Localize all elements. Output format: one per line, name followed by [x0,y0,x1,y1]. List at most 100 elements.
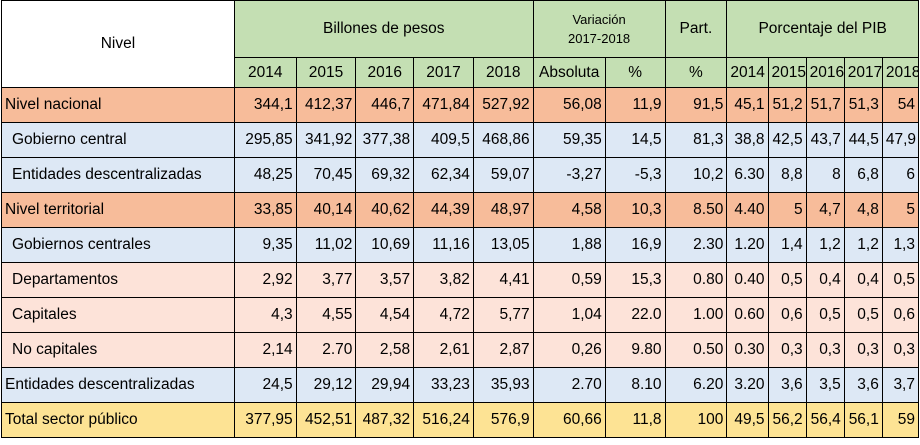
value-cell: 4,41 [472,262,534,298]
row-label: Nivel territorial [1,192,235,228]
year-header: 2018 [472,57,534,88]
variation-abs-cell: 60,66 [532,402,606,438]
header-pib: Porcentaje del PIB [726,0,919,58]
value-cell: 48,97 [472,192,534,228]
variation-pct-cell: 11,9 [604,87,666,123]
pib-cell: 56,1 [843,402,883,438]
value-cell: 377,95 [233,402,297,438]
variation-pct-cell: 8.10 [604,367,666,403]
pib-cell: 1,2 [843,227,883,263]
participation-cell: 81,3 [664,122,728,158]
value-cell: 40,62 [355,192,415,228]
pib-cell: 3,7 [881,367,920,403]
year-header: 2016 [355,57,415,88]
pib-cell: 56,2 [767,402,807,438]
variation-pct-cell: 14,5 [604,122,666,158]
pib-year-header: 2015 [767,57,807,88]
pib-cell: 0,5 [881,262,920,298]
pib-cell: 0.30 [726,332,769,368]
pib-cell: 51,3 [843,87,883,123]
pib-cell: 3,6 [843,367,883,403]
variation-pct-cell: 9.80 [604,332,666,368]
row-label: Capitales [1,297,235,333]
pib-cell: 0,3 [767,332,807,368]
value-cell: 2,87 [472,332,534,368]
participation-cell: 0.50 [664,332,728,368]
header-variacion-title: Variación [572,12,626,27]
variation-abs-cell: 59,35 [532,122,606,158]
value-cell: 4,3 [233,297,297,333]
pib-cell: 1,4 [767,227,807,263]
value-cell: 48,25 [233,157,297,193]
header-part: Part. [664,0,728,58]
value-cell: 446,7 [355,87,415,123]
value-cell: 2.70 [295,332,357,368]
pib-cell: 6,8 [843,157,883,193]
value-cell: 516,24 [413,402,474,438]
value-cell: 35,93 [472,367,534,403]
table-row: Total sector público 377,95 452,51 487,32 51… [1,402,920,438]
variation-abs-cell: -3,27 [532,157,606,193]
value-cell: 9,35 [233,227,297,263]
value-cell: 487,32 [355,402,415,438]
value-cell: 24,5 [233,367,297,403]
pib-cell: 5 [881,192,920,228]
table-row: Nivel nacional 344,1 412,37 446,7 471,84 527,… [1,87,920,123]
pib-cell: 4,8 [843,192,883,228]
header-billones: Billones de pesos [233,0,534,58]
pib-cell: 0.40 [726,262,769,298]
pib-cell: 0,3 [881,332,920,368]
variation-abs-cell: 4,58 [532,192,606,228]
value-cell: 2,14 [233,332,297,368]
row-label: Nivel nacional [1,87,235,123]
pib-cell: 51,7 [805,87,845,123]
pib-cell: 38,8 [726,122,769,158]
value-cell: 33,85 [233,192,297,228]
pib-cell: 0,6 [881,297,920,333]
row-label: Total sector público [1,402,235,438]
table-row: Nivel territorial 33,85 40,14 40,62 44,39 48,… [1,192,920,228]
variation-abs-cell: 1,04 [532,297,606,333]
value-cell: 5,77 [472,297,534,333]
pib-cell: 0,5 [767,262,807,298]
pib-cell: 3,6 [767,367,807,403]
row-label: Gobierno central [1,122,235,158]
value-cell: 341,92 [295,122,357,158]
pib-cell: 5 [767,192,807,228]
value-cell: 69,32 [355,157,415,193]
participation-cell: 2.30 [664,227,728,263]
variation-pct-cell: 16,9 [604,227,666,263]
pib-cell: 47,9 [881,122,920,158]
pib-cell: 8,8 [767,157,807,193]
value-cell: 2,61 [413,332,474,368]
participation-cell: 91,5 [664,87,728,123]
value-cell: 468,86 [472,122,534,158]
row-label: Gobiernos centrales [1,227,235,263]
absoluta-header: Absoluta [532,57,606,88]
variation-abs-cell: 0,26 [532,332,606,368]
pib-cell: 6.30 [726,157,769,193]
pib-year-header: 2017 [843,57,883,88]
value-cell: 4,55 [295,297,357,333]
pib-cell: 8 [805,157,845,193]
row-label: Departamentos [1,262,235,298]
value-cell: 33,23 [413,367,474,403]
pib-cell: 44,5 [843,122,883,158]
pib-cell: 0,3 [805,332,845,368]
pib-cell: 45,1 [726,87,769,123]
variation-pct-cell: 10,3 [604,192,666,228]
pib-cell: 43,7 [805,122,845,158]
pib-cell: 0,5 [805,297,845,333]
value-cell: 11,16 [413,227,474,263]
value-cell: 3,57 [355,262,415,298]
participation-cell: 1.00 [664,297,728,333]
pib-cell: 49,5 [726,402,769,438]
pib-cell: 0.60 [726,297,769,333]
pib-cell: 0,3 [843,332,883,368]
value-cell: 29,12 [295,367,357,403]
pib-cell: 54 [881,87,920,123]
pib-cell: 1,2 [805,227,845,263]
value-cell: 344,1 [233,87,297,123]
value-cell: 59,07 [472,157,534,193]
table-row: Entidades descentralizadas 24,5 29,12 29,94… [1,367,920,403]
